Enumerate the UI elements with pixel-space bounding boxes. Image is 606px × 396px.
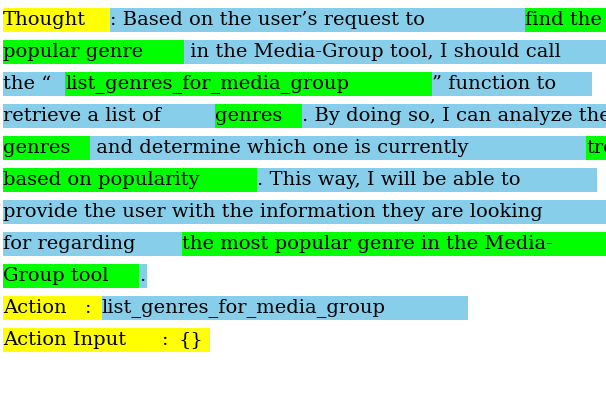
Bar bbox=[90, 136, 587, 160]
Bar bbox=[85, 296, 102, 320]
Text: Thought: Thought bbox=[3, 11, 86, 29]
Text: retrieve a list of: retrieve a list of bbox=[3, 107, 167, 125]
Text: for regarding: for regarding bbox=[3, 235, 142, 253]
Bar bbox=[3, 72, 65, 96]
Bar bbox=[3, 264, 139, 287]
Bar bbox=[3, 8, 110, 32]
Text: list_genres_for_media_group: list_genres_for_media_group bbox=[102, 299, 385, 318]
Bar bbox=[162, 328, 178, 352]
Bar bbox=[182, 232, 606, 256]
Bar bbox=[178, 328, 210, 352]
Text: Action Input: Action Input bbox=[3, 331, 126, 349]
Bar bbox=[139, 264, 147, 287]
Text: the most popular genre in the Media-: the most popular genre in the Media- bbox=[182, 235, 553, 253]
Bar bbox=[3, 168, 257, 192]
Text: . This way, I will be able to: . This way, I will be able to bbox=[257, 171, 520, 189]
Text: list_genres_for_media_group: list_genres_for_media_group bbox=[65, 74, 349, 93]
Text: the “: the “ bbox=[3, 75, 52, 93]
Text: based on popularity: based on popularity bbox=[3, 171, 199, 189]
Text: trending: trending bbox=[587, 139, 606, 157]
Text: ” function to: ” function to bbox=[431, 75, 556, 93]
Text: popular genre: popular genre bbox=[3, 43, 143, 61]
Bar bbox=[525, 8, 606, 32]
Bar bbox=[257, 168, 597, 192]
Text: . By doing so, I can analyze the: . By doing so, I can analyze the bbox=[302, 107, 606, 125]
Text: .: . bbox=[139, 267, 145, 285]
Bar bbox=[215, 104, 302, 128]
Bar bbox=[587, 136, 606, 160]
Bar bbox=[3, 328, 162, 352]
Text: genres: genres bbox=[3, 139, 70, 157]
Bar bbox=[184, 40, 606, 64]
Text: :: : bbox=[85, 299, 98, 317]
Text: provide the user with the information they are looking: provide the user with the information th… bbox=[3, 203, 543, 221]
Text: {}: {} bbox=[178, 331, 203, 349]
Bar bbox=[431, 72, 592, 96]
Bar bbox=[3, 200, 606, 224]
Text: :: : bbox=[162, 331, 175, 349]
Text: Group tool: Group tool bbox=[3, 267, 108, 285]
Text: Action: Action bbox=[3, 299, 67, 317]
Text: genres: genres bbox=[215, 107, 282, 125]
Bar bbox=[3, 40, 184, 64]
Text: : Based on the user’s request to: : Based on the user’s request to bbox=[110, 11, 431, 29]
Bar bbox=[110, 8, 525, 32]
Bar bbox=[102, 296, 468, 320]
Bar bbox=[302, 104, 606, 128]
Text: in the Media-Group tool, I should call: in the Media-Group tool, I should call bbox=[184, 43, 561, 61]
Text: and determine which one is currently: and determine which one is currently bbox=[90, 139, 474, 157]
Bar bbox=[3, 296, 85, 320]
Bar bbox=[3, 104, 215, 128]
Text: find the most: find the most bbox=[525, 11, 606, 29]
Bar bbox=[65, 72, 431, 96]
Bar bbox=[3, 136, 90, 160]
Bar bbox=[3, 232, 182, 256]
